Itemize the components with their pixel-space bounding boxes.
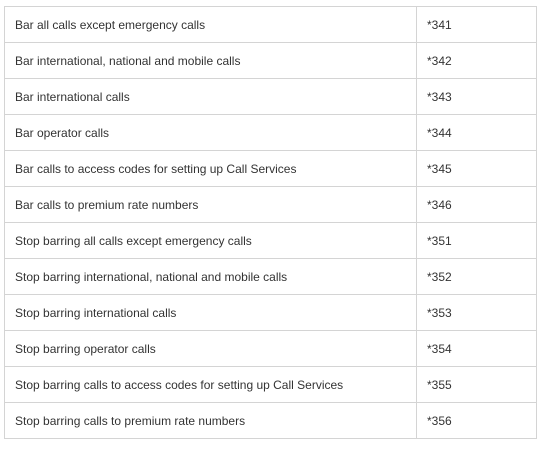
row-description: Stop barring calls to access codes for s…: [4, 366, 417, 403]
table-row: Bar calls to access codes for setting up…: [4, 150, 537, 187]
row-code: *355: [416, 366, 537, 403]
row-description: Bar operator calls: [4, 114, 417, 151]
row-description: Stop barring international calls: [4, 294, 417, 331]
row-code: *343: [416, 78, 537, 115]
row-description: Bar all calls except emergency calls: [4, 6, 417, 43]
row-code: *342: [416, 42, 537, 79]
table-row: Stop barring calls to premium rate numbe…: [4, 402, 537, 439]
row-description: Bar international, national and mobile c…: [4, 42, 417, 79]
row-code: *346: [416, 186, 537, 223]
row-code: *351: [416, 222, 537, 259]
call-barring-codes-table: Bar all calls except emergency calls *34…: [4, 6, 537, 439]
row-code: *341: [416, 6, 537, 43]
table-row: Stop barring international, national and…: [4, 258, 537, 295]
table-row: Bar international calls *343: [4, 78, 537, 115]
row-code: *344: [416, 114, 537, 151]
row-code: *353: [416, 294, 537, 331]
table-row: Bar international, national and mobile c…: [4, 42, 537, 79]
table-row: Stop barring calls to access codes for s…: [4, 366, 537, 403]
row-code: *345: [416, 150, 537, 187]
table-row: Stop barring operator calls *354: [4, 330, 537, 367]
row-description: Bar calls to access codes for setting up…: [4, 150, 417, 187]
row-description: Stop barring calls to premium rate numbe…: [4, 402, 417, 439]
table-row: Stop barring all calls except emergency …: [4, 222, 537, 259]
row-code: *352: [416, 258, 537, 295]
table-row: Stop barring international calls *353: [4, 294, 537, 331]
table-body: Bar all calls except emergency calls *34…: [4, 6, 537, 439]
row-description: Stop barring all calls except emergency …: [4, 222, 417, 259]
row-description: Stop barring operator calls: [4, 330, 417, 367]
table-row: Bar calls to premium rate numbers *346: [4, 186, 537, 223]
row-description: Bar international calls: [4, 78, 417, 115]
table-row: Bar all calls except emergency calls *34…: [4, 6, 537, 43]
row-code: *354: [416, 330, 537, 367]
row-description: Bar calls to premium rate numbers: [4, 186, 417, 223]
table-row: Bar operator calls *344: [4, 114, 537, 151]
row-description: Stop barring international, national and…: [4, 258, 417, 295]
row-code: *356: [416, 402, 537, 439]
